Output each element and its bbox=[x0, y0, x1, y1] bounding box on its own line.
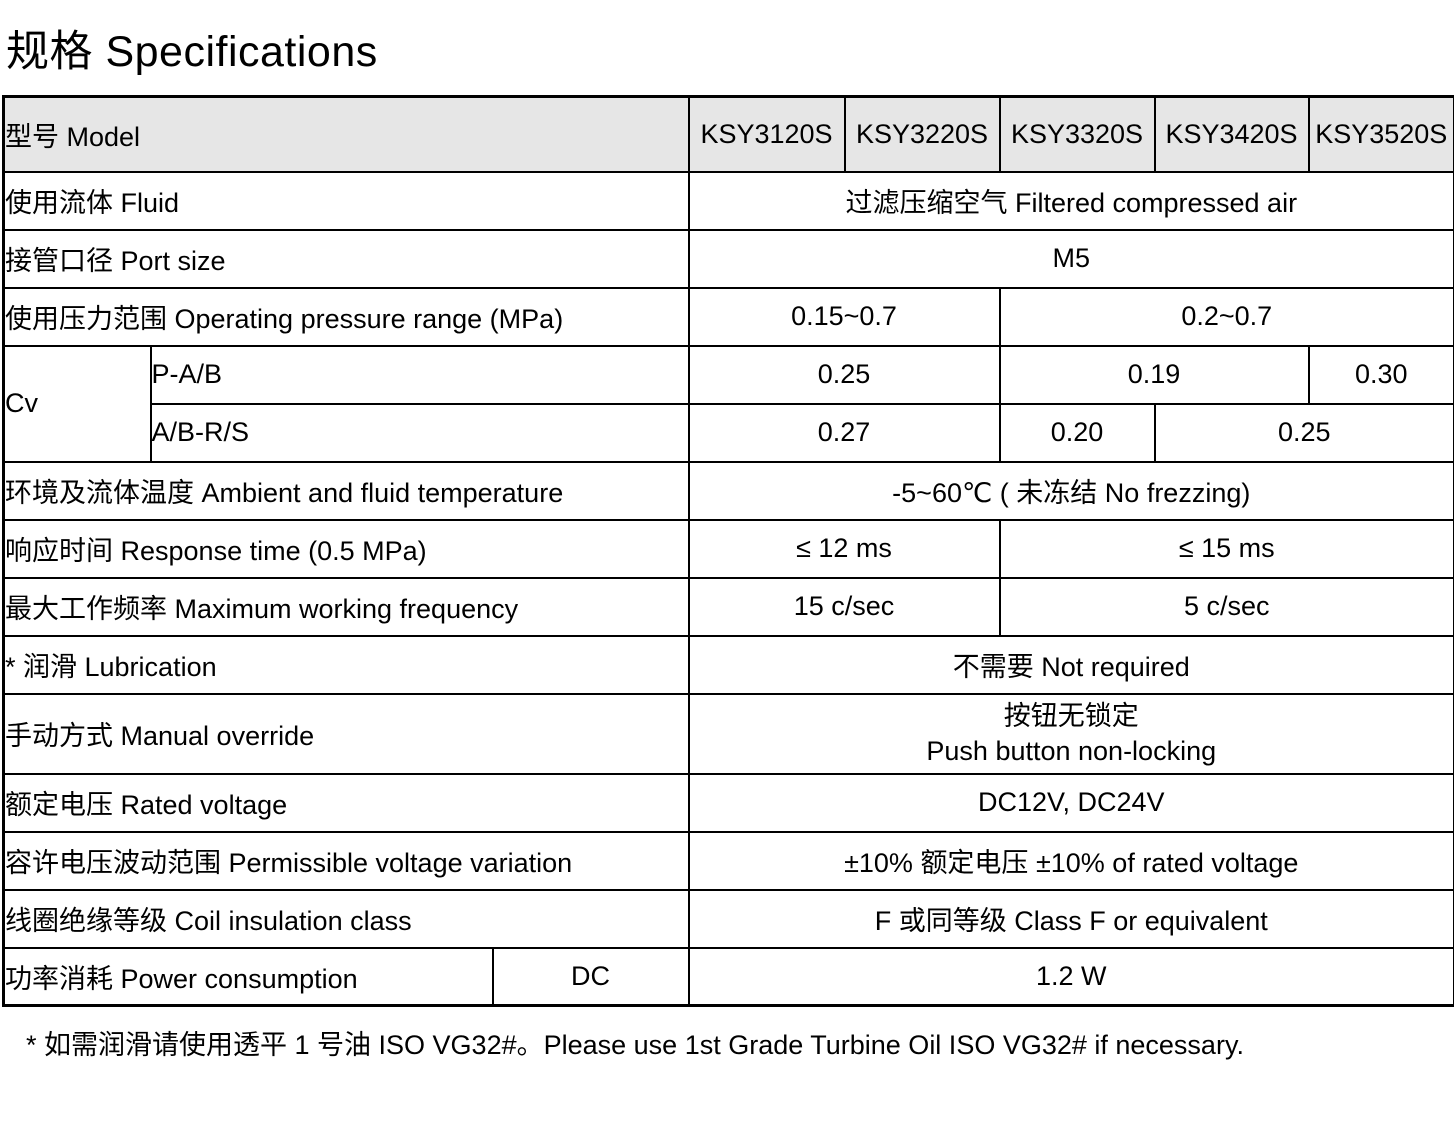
model-row-label: 型号 Model bbox=[4, 97, 689, 172]
port-size-value: M5 bbox=[689, 230, 1454, 288]
power-consumption-sublabel: DC bbox=[493, 948, 689, 1006]
temperature-row: 环境及流体温度 Ambient and fluid temperature -5… bbox=[4, 462, 1454, 520]
cv-pab-label: P-A/B bbox=[151, 346, 689, 404]
response-time-value-2: ≤ 15 ms bbox=[1000, 520, 1454, 578]
lubrication-value: 不需要 Not required bbox=[689, 636, 1454, 694]
manual-override-value-line2: Push button non-locking bbox=[690, 734, 1454, 769]
header-row: 型号 Model KSY3120S KSY3220S KSY3320S KSY3… bbox=[4, 97, 1454, 172]
cv-abrs-value-3: 0.25 bbox=[1155, 404, 1454, 462]
cv-abrs-value-2: 0.20 bbox=[1000, 404, 1155, 462]
port-size-row: 接管口径 Port size M5 bbox=[4, 230, 1454, 288]
max-frequency-row: 最大工作频率 Maximum working frequency 15 c/se… bbox=[4, 578, 1454, 636]
pressure-range-value-1: 0.15~0.7 bbox=[689, 288, 1000, 346]
footnote: * 如需润滑请使用透平 1 号油 ISO VG32#。Please use 1s… bbox=[26, 1023, 1454, 1062]
model-header-ksy3420s: KSY3420S bbox=[1155, 97, 1309, 172]
voltage-variation-value: ±10% 额定电压 ±10% of rated voltage bbox=[689, 832, 1454, 890]
fluid-row: 使用流体 Fluid 过滤压缩空气 Filtered compressed ai… bbox=[4, 172, 1454, 230]
specifications-page: 规格 Specifications 型号 Model KSY3120S KSY3… bbox=[0, 30, 1454, 1062]
model-header-ksy3220s: KSY3220S bbox=[845, 97, 1000, 172]
model-header-ksy3320s: KSY3320S bbox=[1000, 97, 1155, 172]
fluid-label: 使用流体 Fluid bbox=[4, 172, 689, 230]
max-frequency-label: 最大工作频率 Maximum working frequency bbox=[4, 578, 689, 636]
cv-pab-row: Cv P-A/B 0.25 0.19 0.30 bbox=[4, 346, 1454, 404]
pressure-range-row: 使用压力范围 Operating pressure range (MPa) 0.… bbox=[4, 288, 1454, 346]
manual-override-value: 按钮无锁定 Push button non-locking bbox=[689, 694, 1454, 774]
page-title: 规格 Specifications bbox=[6, 30, 1454, 75]
pressure-range-value-2: 0.2~0.7 bbox=[1000, 288, 1454, 346]
model-header-ksy3520s: KSY3520S bbox=[1309, 97, 1454, 172]
max-frequency-value-1: 15 c/sec bbox=[689, 578, 1000, 636]
rated-voltage-row: 额定电压 Rated voltage DC12V, DC24V bbox=[4, 774, 1454, 832]
cv-pab-value-3: 0.30 bbox=[1309, 346, 1454, 404]
response-time-row: 响应时间 Response time (0.5 MPa) ≤ 12 ms ≤ 1… bbox=[4, 520, 1454, 578]
lubrication-row: * 润滑 Lubrication 不需要 Not required bbox=[4, 636, 1454, 694]
rated-voltage-value: DC12V, DC24V bbox=[689, 774, 1454, 832]
manual-override-label: 手动方式 Manual override bbox=[4, 694, 689, 774]
model-header-ksy3120s: KSY3120S bbox=[689, 97, 845, 172]
cv-abrs-row: A/B-R/S 0.27 0.20 0.25 bbox=[4, 404, 1454, 462]
voltage-variation-row: 容许电压波动范围 Permissible voltage variation ±… bbox=[4, 832, 1454, 890]
manual-override-row: 手动方式 Manual override 按钮无锁定 Push button n… bbox=[4, 694, 1454, 774]
temperature-label: 环境及流体温度 Ambient and fluid temperature bbox=[4, 462, 689, 520]
max-frequency-value-2: 5 c/sec bbox=[1000, 578, 1454, 636]
cv-pab-value-2: 0.19 bbox=[1000, 346, 1309, 404]
cv-label: Cv bbox=[4, 346, 151, 462]
pressure-range-label: 使用压力范围 Operating pressure range (MPa) bbox=[4, 288, 689, 346]
cv-abrs-value-1: 0.27 bbox=[689, 404, 1000, 462]
cv-pab-value-1: 0.25 bbox=[689, 346, 1000, 404]
power-consumption-value: 1.2 W bbox=[689, 948, 1454, 1006]
specifications-table: 型号 Model KSY3120S KSY3220S KSY3320S KSY3… bbox=[2, 95, 1454, 1007]
coil-insulation-label: 线圈绝缘等级 Coil insulation class bbox=[4, 890, 689, 948]
fluid-value: 过滤压缩空气 Filtered compressed air bbox=[689, 172, 1454, 230]
temperature-value: -5~60℃ ( 未冻结 No frezzing) bbox=[689, 462, 1454, 520]
manual-override-value-line1: 按钮无锁定 bbox=[690, 699, 1454, 734]
rated-voltage-label: 额定电压 Rated voltage bbox=[4, 774, 689, 832]
power-consumption-row: 功率消耗 Power consumption DC 1.2 W bbox=[4, 948, 1454, 1006]
coil-insulation-value: F 或同等级 Class F or equivalent bbox=[689, 890, 1454, 948]
cv-abrs-label: A/B-R/S bbox=[151, 404, 689, 462]
coil-insulation-row: 线圈绝缘等级 Coil insulation class F 或同等级 Clas… bbox=[4, 890, 1454, 948]
power-consumption-label: 功率消耗 Power consumption bbox=[4, 948, 493, 1006]
lubrication-label: * 润滑 Lubrication bbox=[4, 636, 689, 694]
voltage-variation-label: 容许电压波动范围 Permissible voltage variation bbox=[4, 832, 689, 890]
response-time-value-1: ≤ 12 ms bbox=[689, 520, 1000, 578]
response-time-label: 响应时间 Response time (0.5 MPa) bbox=[4, 520, 689, 578]
port-size-label: 接管口径 Port size bbox=[4, 230, 689, 288]
